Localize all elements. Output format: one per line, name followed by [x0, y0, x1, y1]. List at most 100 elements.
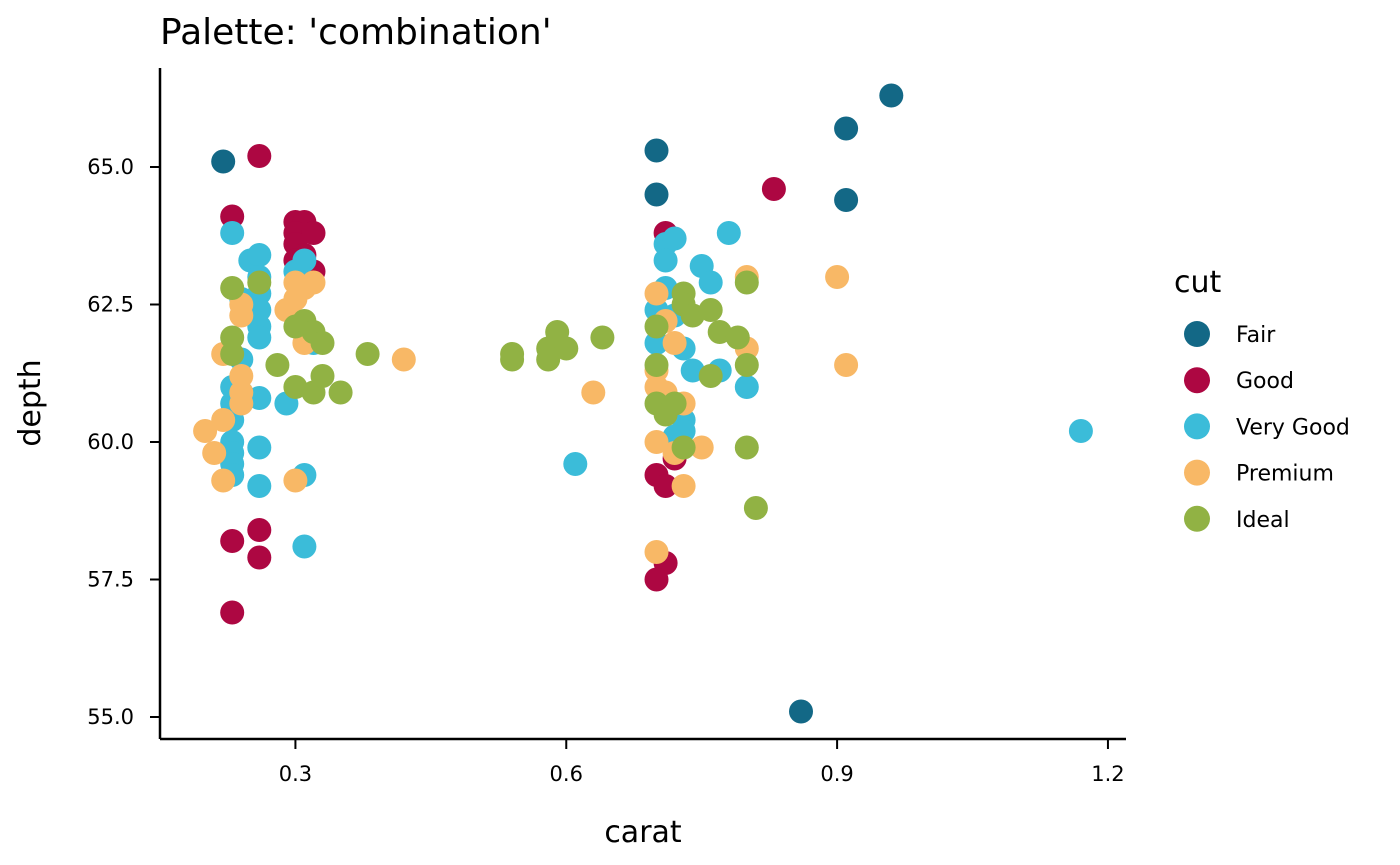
y-tick-label: 57.5 — [87, 568, 134, 592]
point-ideal-13 — [355, 342, 380, 366]
point-premium-1 — [202, 441, 227, 465]
point-fair-0 — [211, 149, 236, 174]
point-premium-14 — [301, 270, 326, 295]
point-very-good-42 — [716, 221, 741, 245]
point-premium-18 — [581, 380, 606, 405]
point-ideal-37 — [743, 496, 768, 520]
point-premium-6 — [229, 303, 254, 328]
point-ideal-28 — [680, 303, 705, 328]
point-fair-6 — [879, 83, 904, 108]
point-fair-3 — [789, 699, 813, 724]
point-premium-19 — [644, 281, 669, 306]
point-premium-7 — [229, 364, 254, 388]
y-tick-label: 65.0 — [87, 155, 134, 179]
point-ideal-12 — [328, 380, 353, 405]
point-ideal-4 — [265, 353, 290, 377]
point-very-good-0 — [220, 221, 245, 245]
point-good-12 — [247, 545, 272, 570]
y-tick-label: 60.0 — [87, 430, 134, 454]
point-very-good-30 — [653, 248, 678, 273]
y-axis-ticks: 55.0 57.5 60.0 62.5 65.0 — [87, 155, 160, 729]
point-ideal-1 — [247, 270, 272, 295]
point-premium-17 — [391, 347, 416, 372]
point-ideal-33 — [725, 325, 750, 350]
plot-points — [193, 83, 1093, 724]
point-fair-4 — [834, 116, 859, 141]
point-very-good-20 — [247, 474, 272, 498]
point-very-good-44 — [734, 375, 759, 399]
point-ideal-11 — [310, 364, 335, 388]
point-ideal-34 — [734, 270, 759, 295]
point-premium-22 — [644, 430, 669, 454]
point-ideal-22 — [644, 353, 669, 377]
x-tick-label: 1.2 — [1091, 762, 1124, 786]
chart-title: Palette: 'combination' — [160, 12, 552, 53]
point-very-good-8 — [247, 325, 272, 350]
point-ideal-17 — [536, 347, 561, 372]
point-very-good-29 — [662, 226, 687, 251]
point-very-good-36 — [680, 358, 705, 383]
point-ideal-25 — [662, 391, 687, 416]
point-very-good-45 — [1068, 419, 1093, 443]
point-good-1 — [220, 204, 245, 229]
legend-title: cut — [1174, 265, 1222, 300]
legend-items: Fair Good Very Good Premium Ideal — [1184, 321, 1350, 533]
point-premium-30 — [644, 540, 669, 564]
legend-label-premium: Premium — [1236, 462, 1334, 487]
point-ideal-21 — [644, 314, 669, 339]
point-ideal-36 — [734, 435, 759, 460]
point-premium-0 — [193, 419, 218, 443]
point-fair-5 — [834, 188, 859, 212]
legend-label-ideal: Ideal — [1236, 508, 1290, 533]
legend-key-premium — [1184, 459, 1210, 486]
point-premium-9 — [229, 391, 254, 416]
legend-key-fair — [1184, 321, 1210, 347]
point-very-good-34 — [644, 331, 669, 355]
point-very-good-2 — [247, 243, 272, 267]
point-fair-2 — [644, 182, 669, 207]
point-premium-34 — [834, 353, 859, 377]
point-ideal-2 — [220, 325, 245, 350]
point-ideal-6 — [283, 375, 308, 399]
point-good-0 — [247, 144, 272, 168]
point-premium-16 — [283, 468, 308, 493]
x-axis-title: carat — [604, 815, 682, 850]
point-ideal-3 — [220, 342, 245, 366]
point-very-good-6 — [247, 298, 272, 322]
point-premium-4 — [211, 408, 236, 432]
y-tick-label: 55.0 — [87, 705, 134, 729]
x-tick-label: 0.6 — [550, 762, 583, 786]
legend-label-good: Good — [1236, 369, 1294, 394]
point-very-good-18 — [247, 386, 272, 410]
point-ideal-20 — [590, 325, 615, 350]
point-ideal-30 — [698, 298, 723, 322]
x-tick-label: 0.9 — [820, 762, 853, 786]
point-premium-28 — [671, 474, 696, 498]
legend-key-very-good — [1184, 413, 1210, 440]
point-ideal-31 — [698, 364, 723, 388]
point-very-good-27 — [563, 452, 588, 476]
point-premium-24 — [662, 331, 687, 355]
point-premium-29 — [689, 435, 714, 460]
point-ideal-9 — [310, 331, 335, 355]
y-tick-label: 62.5 — [87, 293, 134, 317]
point-very-good-26 — [292, 534, 317, 559]
point-premium-2 — [211, 468, 236, 493]
point-ideal-0 — [220, 276, 245, 300]
point-good-19 — [644, 567, 669, 592]
point-good-5 — [301, 221, 326, 245]
point-ideal-32 — [707, 320, 732, 344]
legend-key-good — [1184, 367, 1210, 394]
point-very-good-23 — [292, 248, 317, 273]
point-good-13 — [220, 600, 245, 625]
legend-label-fair: Fair — [1236, 323, 1276, 348]
point-very-good-41 — [698, 270, 723, 295]
point-premium-33 — [825, 265, 850, 289]
point-good-20 — [761, 177, 786, 201]
legend-label-very-good: Very Good — [1236, 415, 1350, 440]
point-ideal-29 — [671, 435, 696, 460]
point-ideal-19 — [554, 336, 579, 361]
point-good-11 — [247, 518, 272, 542]
y-axis-title: depth — [13, 359, 48, 446]
